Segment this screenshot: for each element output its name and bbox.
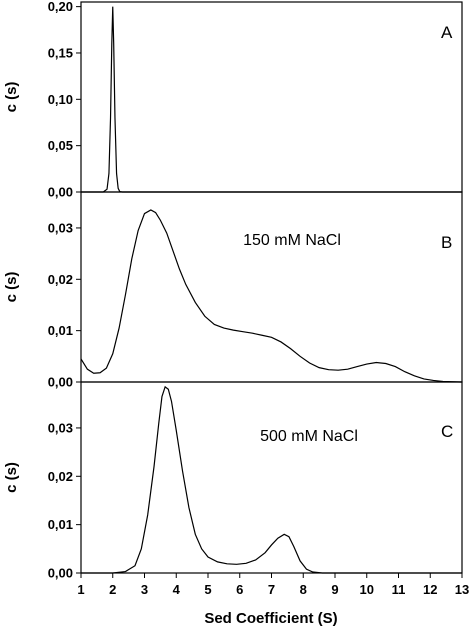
y-tick-label: 0,10 — [48, 92, 73, 107]
panel-c: 0,00 0,01 0,02 0,03 c (s) C 500 mM NaCl — [3, 381, 463, 581]
panel-annotation: 500 mM NaCl — [260, 428, 358, 445]
x-tick-label: 4 — [173, 582, 181, 597]
y-axis-label: c (s) — [3, 272, 20, 303]
panel-frame — [80, 191, 463, 383]
x-tick-label: 6 — [236, 582, 243, 597]
panel-annotation: 150 mM NaCl — [243, 232, 341, 249]
y-tick-label: 0,01 — [48, 323, 73, 338]
y-tick-label: 0,15 — [48, 45, 73, 60]
y-tick-label: 0,02 — [48, 272, 73, 287]
x-tick-label: 1 — [77, 582, 84, 597]
x-tick-label: 9 — [331, 582, 338, 597]
panel-letter: B — [441, 233, 452, 252]
y-tick-label: 0,03 — [48, 220, 73, 235]
y-tick-label: 0,00 — [48, 566, 73, 581]
series-line — [80, 209, 463, 383]
panel-a: 0,00 0,05 0,10 0,15 0,20 c (s) A — [3, 0, 463, 200]
x-axis: 1 2 3 4 5 6 7 8 9 10 11 12 13 — [77, 573, 469, 597]
panel-letter: C — [441, 422, 453, 441]
y-tick-label: 0,00 — [48, 375, 73, 390]
series-line — [81, 385, 462, 574]
x-tick-label: 12 — [423, 582, 437, 597]
series-line — [81, 6, 462, 193]
x-tick-label: 7 — [268, 582, 275, 597]
y-axis-label: c (s) — [3, 82, 20, 113]
y-tick-label: 0,02 — [48, 469, 73, 484]
panel-letter: A — [441, 23, 453, 42]
y-tick-label: 0,20 — [48, 0, 73, 14]
x-tick-label: 10 — [360, 582, 374, 597]
x-tick-label: 5 — [204, 582, 211, 597]
y-axis-label: c (s) — [3, 462, 20, 493]
panels: 0,000,050,100,150,20c (s)A0,000,010,020,… — [3, 0, 463, 581]
panel-b: 0,00 0,01 0,02 0,03 c (s) B 150 mM NaCl — [3, 191, 463, 390]
y-tick-label: 0,05 — [48, 138, 73, 153]
y-tick-label: 0,03 — [48, 420, 73, 435]
x-tick-label: 2 — [109, 582, 116, 597]
x-axis-label: Sed Coefficient (S) — [204, 610, 337, 627]
y-tick-label: 0,01 — [48, 517, 73, 532]
y-tick-label: 0,00 — [48, 185, 73, 200]
x-tick-label: 13 — [455, 582, 469, 597]
x-tick-label: 8 — [300, 582, 307, 597]
x-tick-label: 3 — [141, 582, 148, 597]
x-tick-label: 11 — [392, 582, 406, 597]
panel-frame — [80, 1, 463, 193]
